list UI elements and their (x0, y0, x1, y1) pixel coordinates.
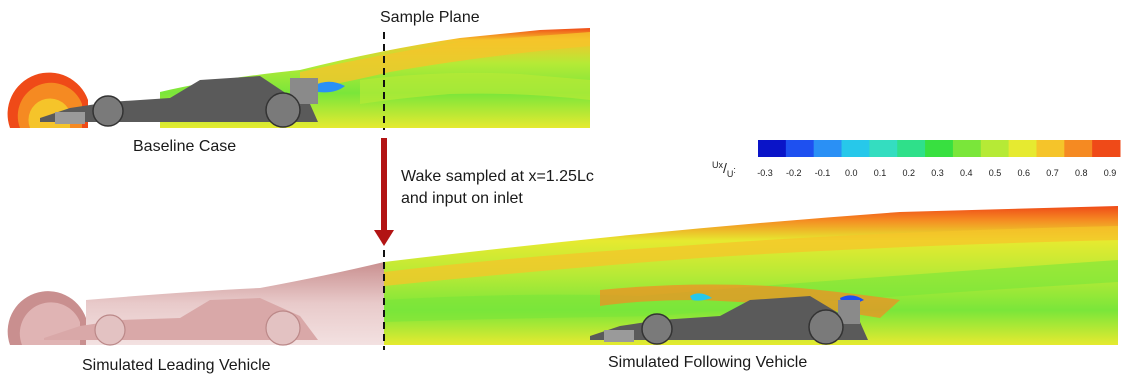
colorbar-cell (952, 140, 982, 157)
colorbar-tick-label: 0.8 (1074, 168, 1088, 178)
colorbar-cell (897, 140, 926, 157)
colorbar-cell (1008, 140, 1037, 157)
colorbar-cell (841, 140, 870, 157)
colorbar-tick-label: 0.2 (902, 168, 915, 178)
colorbar-cell (785, 140, 815, 157)
colorbar-tick-label: 0.1 (873, 168, 887, 178)
colorbar-tick-label: -0.3 (757, 168, 773, 178)
colorbar-cell (1064, 140, 1093, 157)
colorbar-quantity-bottom: U (726, 169, 734, 179)
colorbar-cell (758, 140, 787, 157)
baseline-case-label: Baseline Case (133, 138, 237, 155)
wake-note-line1: Wake sampled at x=1.25Lc (401, 168, 594, 185)
colorbar-cell (813, 140, 843, 157)
colorbar-quantity-label: Ux/U: (712, 160, 736, 179)
sample-plane-label: Sample Plane (380, 9, 480, 26)
following-vehicle-label: Simulated Following Vehicle (608, 354, 808, 371)
colorbar-tick-label: 0.9 (1103, 168, 1117, 178)
wake-note-line2: and input on inlet (401, 190, 523, 207)
colorbar-cell (980, 140, 1010, 157)
colorbar-tick-label: 0.4 (959, 168, 973, 178)
colorbar-tick-label: 0.3 (931, 168, 944, 178)
leading-vehicle-faded (7, 262, 384, 346)
colorbar (758, 140, 1121, 157)
colorbar-tick-label: 0.5 (988, 168, 1002, 178)
colorbar-cell (1092, 140, 1121, 157)
colorbar-tick-label: 0.7 (1046, 168, 1059, 178)
transfer-arrow (374, 138, 394, 246)
leading-vehicle-label: Simulated Leading Vehicle (82, 357, 271, 374)
colorbar-tick-label: 0.0 (844, 168, 858, 178)
colorbar-cell (869, 140, 898, 157)
following-car (590, 296, 868, 345)
colorbar-cell (925, 140, 954, 157)
colorbar-quantity-top: Ux (712, 160, 723, 170)
baseline-car (40, 76, 318, 128)
colorbar-tick-label: -0.2 (785, 168, 802, 178)
colorbar-tick-label: -0.1 (814, 168, 831, 178)
colorbar-tick-label: 0.6 (1017, 168, 1030, 178)
colorbar-cell (1036, 140, 1065, 157)
